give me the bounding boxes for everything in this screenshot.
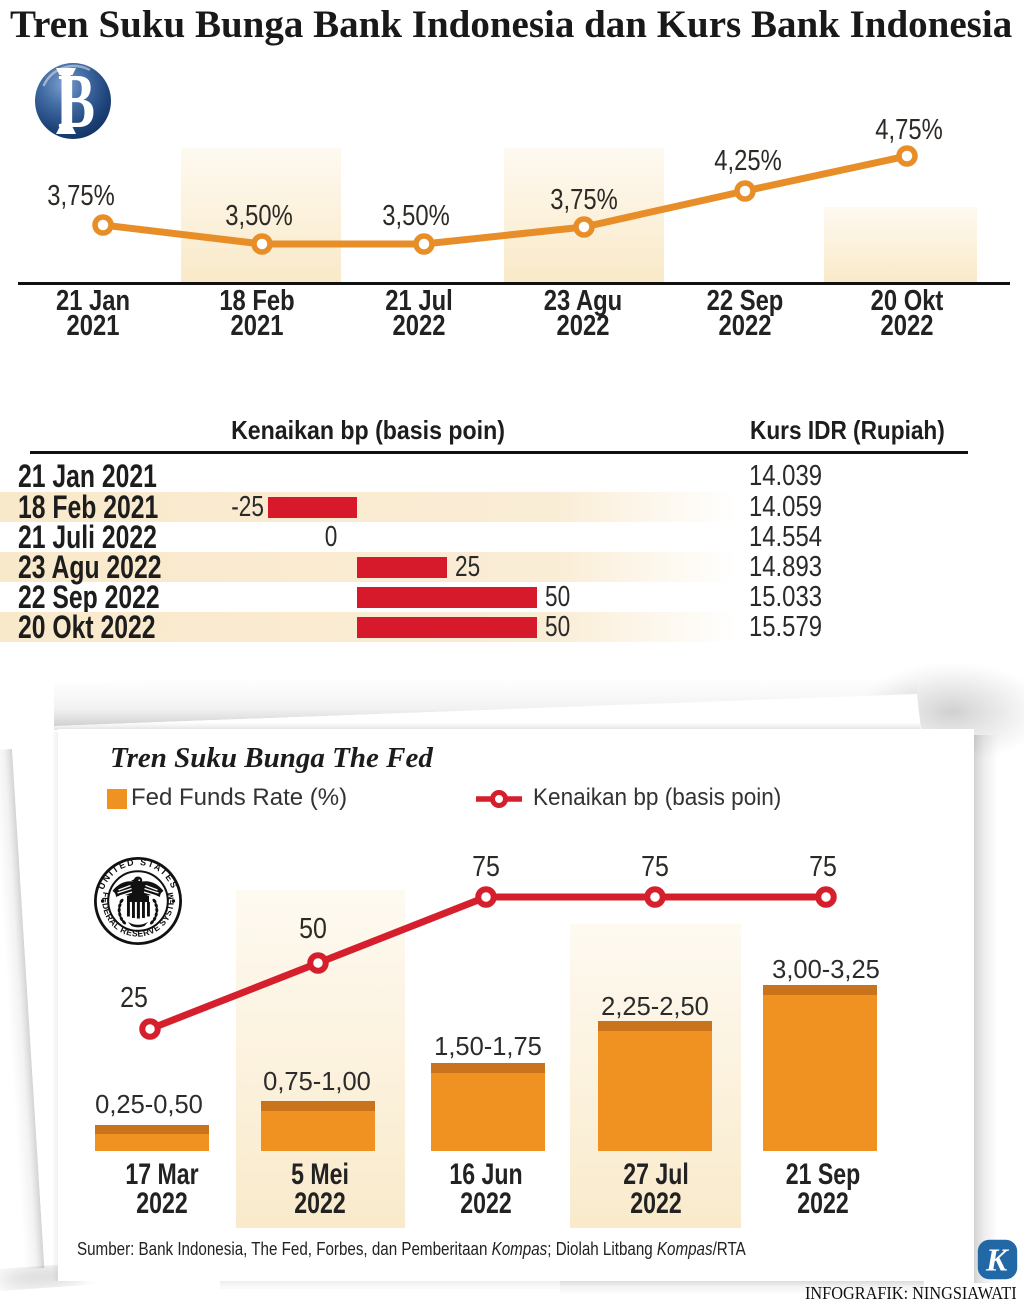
svg-text:B: B: [58, 62, 95, 140]
svg-text:K: K: [985, 1242, 1010, 1278]
